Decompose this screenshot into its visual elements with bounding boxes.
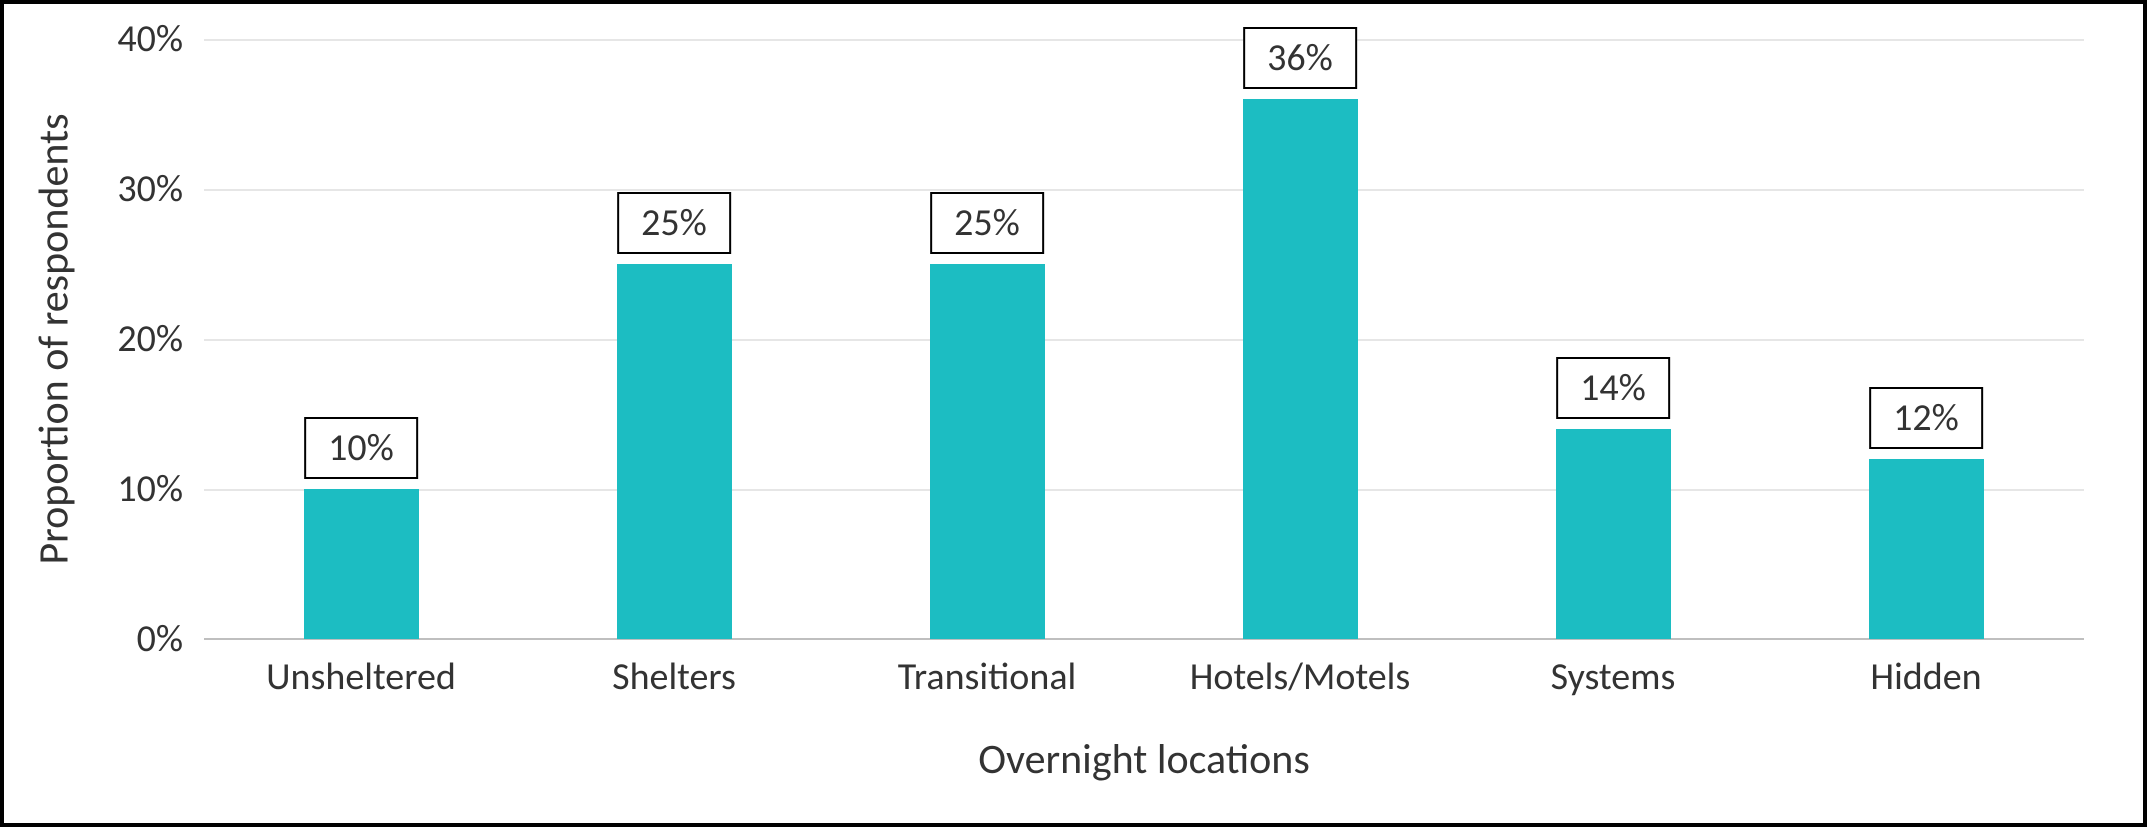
y-tick-label: 40%: [63, 16, 183, 62]
x-axis-line: [204, 638, 2084, 640]
plot-area: 10% 25% 25% 36% 14% 12%: [204, 39, 2084, 639]
bar-label: 25%: [930, 192, 1044, 254]
y-tick-label: 0%: [63, 616, 183, 662]
x-tick-label: Hidden: [1870, 654, 1981, 700]
x-tick-label: Shelters: [612, 654, 736, 700]
x-axis-title: Overnight locations: [204, 734, 2084, 785]
x-tick-label: Transitional: [898, 654, 1076, 700]
bar-unsheltered: [304, 489, 419, 639]
bar-label: 10%: [304, 417, 418, 479]
bar-systems: [1556, 429, 1671, 639]
gridline: [204, 339, 2084, 341]
bar-hidden: [1869, 459, 1984, 639]
x-tick-label: Unsheltered: [266, 654, 456, 700]
bar-label: 12%: [1869, 387, 1983, 449]
bar-hotels-motels: [1243, 99, 1358, 639]
bar-shelters: [617, 264, 732, 639]
gridline: [204, 489, 2084, 491]
bar-label: 36%: [1243, 27, 1357, 89]
bar-label: 14%: [1556, 357, 1670, 419]
chart-frame: Proportion of respondents 10% 25% 25% 36…: [0, 0, 2147, 827]
bar-transitional: [930, 264, 1045, 639]
bar-label: 25%: [617, 192, 731, 254]
y-tick-label: 10%: [63, 466, 183, 512]
gridline: [204, 189, 2084, 191]
y-tick-label: 20%: [63, 316, 183, 362]
y-tick-label: 30%: [63, 166, 183, 212]
x-tick-label: Systems: [1551, 654, 1676, 700]
x-tick-label: Hotels/Motels: [1190, 654, 1411, 700]
gridline: [204, 39, 2084, 41]
